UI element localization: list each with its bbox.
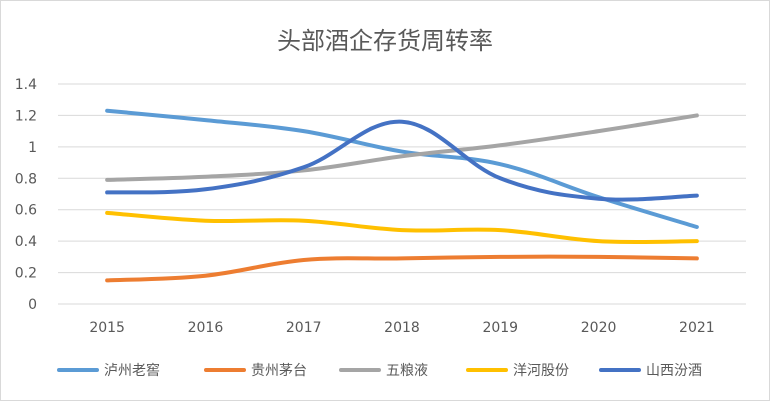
x-tick-label: 2016 [188,320,224,336]
y-tick-label: 0.6 [15,203,37,219]
y-tick-label: 1.4 [15,77,37,93]
y-tick-label: 1.2 [15,108,37,124]
x-tick-label: 2020 [581,320,617,336]
legend-label: 泸州老窖 [104,362,160,379]
y-tick-label: 0 [28,297,37,313]
x-tick-label: 2017 [286,320,322,336]
y-tick-label: 0.2 [15,266,37,282]
y-axis-labels: 0 0.2 0.4 0.6 0.8 1 1.2 1.4 [15,77,37,313]
series-line-3 [105,113,699,182]
y-tick-label: 1 [28,140,37,156]
x-tick-label: 2015 [89,320,125,336]
y-tick-label: 0.4 [15,234,37,250]
legend-label: 洋河股份 [513,363,569,379]
series-lines [105,108,699,283]
legend: 泸州老窖 贵州茅台 五粮液 洋河股份 山西汾酒 [57,362,702,379]
legend-label: 贵州茅台 [251,363,307,379]
series-line-5 [105,119,699,202]
series-line-2 [105,254,699,283]
chart-title: 头部酒企存货周转率 [277,27,493,55]
legend-label: 山西汾酒 [646,363,702,379]
x-tick-label: 2018 [384,320,420,336]
x-tick-label: 2021 [679,320,715,336]
legend-label: 五粮液 [386,363,428,379]
x-axis-labels: 2015 2016 2017 2018 2019 2020 2021 [89,320,714,336]
x-tick-label: 2019 [482,320,518,336]
series-line-4 [105,210,699,245]
y-tick-label: 0.8 [15,171,37,187]
